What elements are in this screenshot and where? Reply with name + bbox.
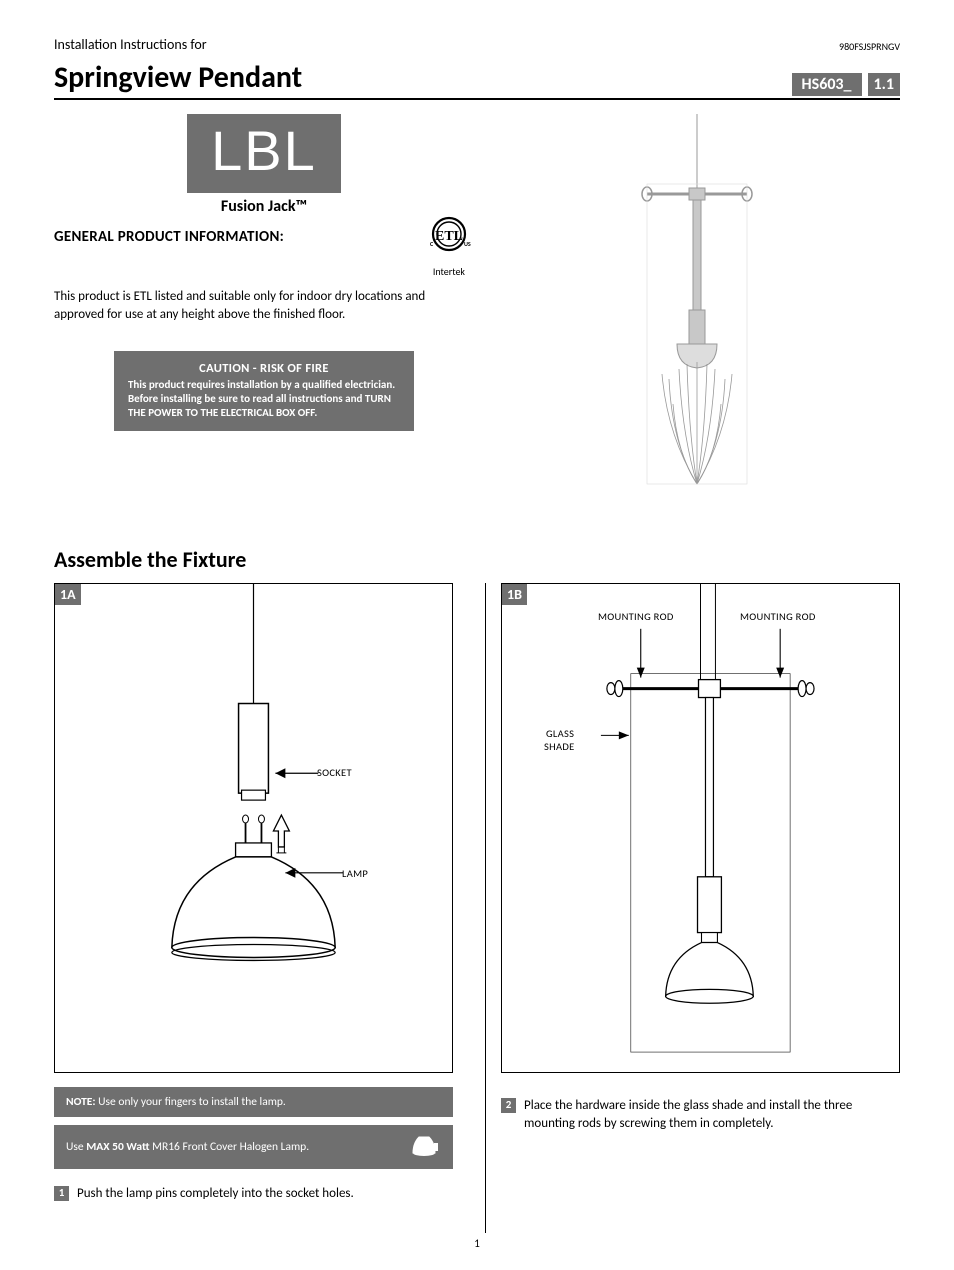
step-number-2: 2: [501, 1098, 516, 1113]
brand-logo: LBL: [187, 114, 341, 193]
doc-code: 980FSJSPRNGV: [839, 40, 900, 53]
step-tag-1b: 1B: [502, 584, 527, 605]
label-socket: SOCKET: [317, 766, 352, 779]
diagram-1b: 1B: [501, 583, 900, 1073]
subbrand: Fusion Jack™: [54, 197, 474, 216]
step-text-2: Place the hardware inside the glass shad…: [524, 1097, 900, 1132]
page-number: 1: [54, 1237, 900, 1250]
step-text-1: Push the lamp pins completely into the s…: [77, 1185, 354, 1203]
step-tag-1a: 1A: [55, 584, 81, 605]
svg-text:C: C: [430, 240, 434, 248]
svg-text:ETL: ETL: [435, 229, 463, 244]
diagram-1a: 1A: [54, 583, 453, 1073]
version-badge: 1.1: [868, 73, 901, 96]
etl-icon: ETL C US: [424, 216, 474, 260]
caution-title: CAUTION - RISK OF FIRE: [128, 361, 400, 376]
cert-mark: ETL C US Intertek: [424, 216, 474, 278]
note-bar: NOTE: Use only your fingers to install t…: [54, 1087, 453, 1117]
label-rod-1: MOUNTING ROD: [598, 610, 674, 623]
label-lamp: LAMP: [342, 867, 368, 880]
caution-text: This product requires installation by a …: [128, 378, 400, 419]
label-glass-2: SHADE: [544, 740, 575, 753]
lamp-spec-bar: Use MAX 50 Watt MR16 Front Cover Halogen…: [54, 1125, 453, 1169]
caution-box: CAUTION - RISK OF FIRE This product requ…: [114, 351, 414, 431]
pre-title: Installation Instructions for: [54, 36, 207, 53]
svg-text:US: US: [464, 240, 471, 248]
info-body: This product is ETL listed and suitable …: [54, 288, 474, 323]
pendant-illustration: [597, 114, 797, 514]
label-rod-2: MOUNTING ROD: [740, 610, 816, 623]
label-glass-1: GLASS: [546, 727, 574, 740]
model-badge: HS603_: [792, 73, 862, 96]
section-heading-info: GENERAL PRODUCT INFORMATION:: [54, 228, 416, 246]
page-title: Springview Pendant: [54, 59, 302, 96]
cert-label: Intertek: [424, 265, 474, 278]
lamp-icon: [411, 1133, 441, 1161]
assemble-heading: Assemble the Fixture: [54, 546, 900, 573]
step-number-1: 1: [54, 1186, 69, 1201]
